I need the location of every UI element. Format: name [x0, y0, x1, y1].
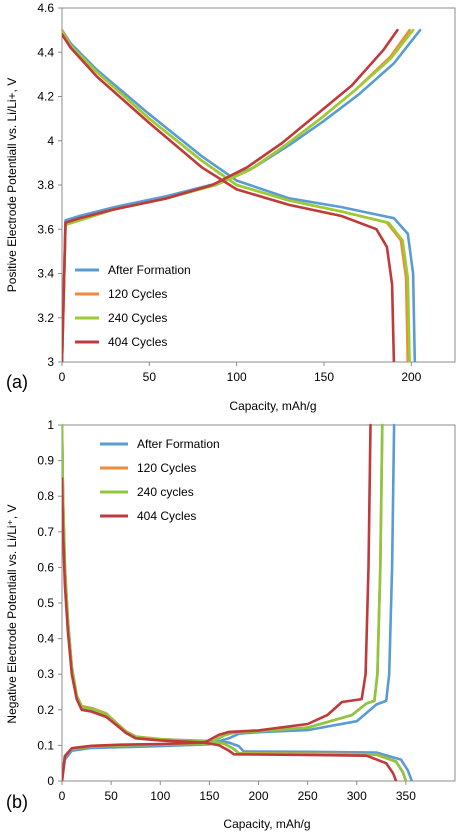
- y-tick-label: 4.4: [37, 45, 54, 59]
- y-tick-label: 0.5: [37, 596, 54, 610]
- y-tick-label: 1: [47, 418, 54, 432]
- y-tick-label: 3.8: [37, 178, 54, 192]
- series-line-404-cycles-delithiation: [62, 423, 372, 781]
- panel-a-positive-electrode: (a) Capacity, mAh/g Positive Electrode P…: [5, 1, 456, 413]
- x-tick-label: 50: [143, 370, 157, 384]
- x-tick-label: 300: [347, 789, 367, 803]
- panel-a-x-axis-label: Capacity, mAh/g: [229, 399, 316, 413]
- y-tick-label: 3.4: [37, 267, 54, 281]
- legend-label-404-cycles-b: 404 Cycles: [137, 509, 196, 523]
- legend-label-404-cycles: 404 Cycles: [108, 335, 167, 349]
- y-tick-label: 0.2: [37, 703, 54, 717]
- series-line-404-cycles-charge: [62, 28, 399, 362]
- y-tick-label: 3.6: [37, 222, 54, 236]
- series-line-120-cycles-lithiation: [62, 423, 408, 781]
- x-tick-label: 350: [396, 789, 416, 803]
- series-line-240-cycles-discharge: [62, 30, 411, 362]
- series-line-after-formation-lithiation: [62, 423, 414, 781]
- legend-label-240-cycles-b: 240 cycles: [137, 485, 194, 499]
- series-line-after-formation-delithiation: [62, 423, 396, 781]
- y-tick-label: 3: [47, 355, 54, 369]
- series-line-404-cycles-discharge: [62, 33, 396, 362]
- x-tick-label: 150: [199, 789, 219, 803]
- x-tick-label: 0: [59, 789, 66, 803]
- y-tick-label: 3.2: [37, 311, 54, 325]
- panel-b-negative-electrode: (b) Capacity, mAh/g Negative Electrode P…: [5, 418, 456, 831]
- y-tick-label: 0.4: [37, 632, 54, 646]
- series-line-120-cycles-delithiation: [62, 423, 384, 781]
- series-line-after-formation-discharge: [62, 28, 417, 362]
- x-tick-label: 150: [314, 370, 334, 384]
- y-tick-label: 0: [47, 774, 54, 788]
- legend-label-120-cycles-b: 120 Cycles: [137, 461, 196, 475]
- series-line-240-cycles-delithiation: [62, 423, 384, 781]
- series-lines: [62, 28, 422, 362]
- y-tick-label: 4.2: [37, 90, 54, 104]
- legend-label-after-formation-b: After Formation: [137, 437, 220, 451]
- y-tick-label: 4.6: [37, 1, 54, 15]
- x-tick-label: 250: [298, 789, 318, 803]
- legend-label-120-cycles: 120 Cycles: [108, 287, 167, 301]
- series-line-404-cycles-lithiation: [62, 477, 398, 781]
- y-tick-label: 0.3: [37, 667, 54, 681]
- panel-b-y-axis-label: Negative Electrode Potentiall vs. Li/Li⁺…: [5, 504, 19, 723]
- legend-label-after-formation: After Formation: [108, 263, 191, 277]
- y-tick-label: 4: [47, 134, 54, 148]
- y-tick-label: 0.6: [37, 560, 54, 574]
- x-tick-label: 200: [401, 370, 421, 384]
- legend-label-240-cycles: 240 Cycles: [108, 311, 167, 325]
- y-tick-label: 0.7: [37, 525, 54, 539]
- x-tick-label: 50: [104, 789, 118, 803]
- x-tick-label: 100: [150, 789, 170, 803]
- y-tick-label: 0.1: [37, 738, 54, 752]
- panel-b-label: (b): [6, 792, 28, 812]
- panel-b-x-axis-label: Capacity, mAh/g: [223, 817, 310, 831]
- x-tick-label: 200: [248, 789, 268, 803]
- series-lines: [62, 423, 414, 781]
- panel-b-legend: After Formation 120 Cycles 240 cycles 40…: [100, 437, 220, 523]
- panel-a-label: (a): [6, 372, 28, 392]
- x-tick-label: 0: [59, 370, 66, 384]
- y-tick-label: 0.8: [37, 489, 54, 503]
- series-line-240-cycles-charge: [62, 28, 415, 362]
- x-tick-label: 100: [227, 370, 247, 384]
- series-line-240-cycles-lithiation: [62, 423, 408, 781]
- y-tick-label: 0.9: [37, 454, 54, 468]
- panel-a-y-axis-label: Positive Electrode Potentiall vs. Li/Li+…: [5, 78, 19, 292]
- panel-a-legend: After Formation 120 Cycles 240 Cycles 40…: [75, 263, 191, 349]
